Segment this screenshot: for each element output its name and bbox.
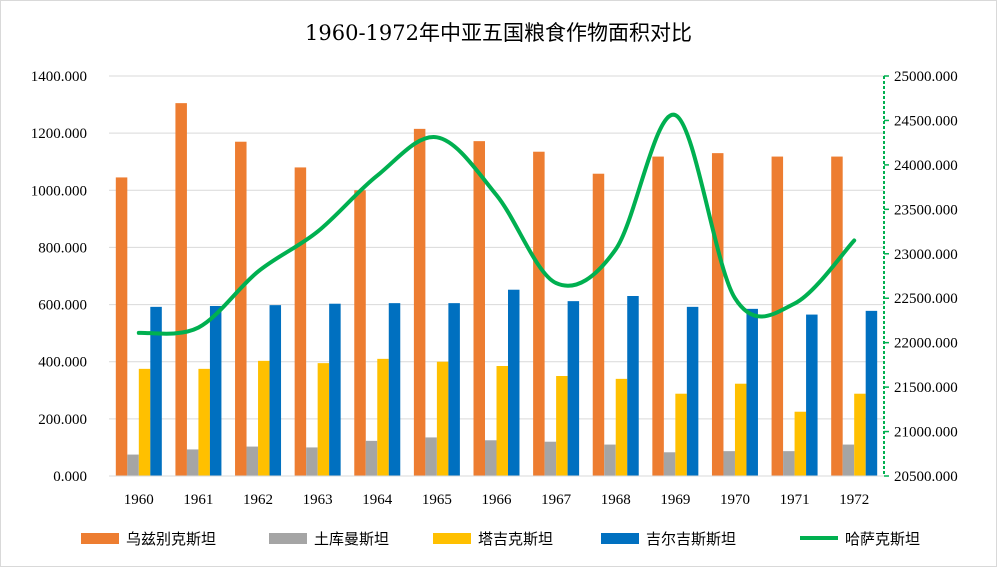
bar [556, 376, 568, 476]
bar [533, 151, 545, 476]
legend-swatch [433, 533, 471, 544]
legend-swatch [601, 533, 639, 544]
bar [235, 141, 247, 476]
bar [711, 153, 724, 476]
left-tick-label: 0.000 [53, 469, 87, 485]
bar [150, 306, 162, 476]
bar [365, 440, 378, 476]
category-label: 1964 [362, 492, 393, 508]
chart-title: 1960-1972年中亚五国粮食作物面积对比 [305, 21, 692, 45]
left-tick-label: 400.000 [38, 355, 87, 371]
bar [865, 310, 878, 476]
bar [329, 303, 341, 476]
right-tick-label: 20500.000 [894, 469, 958, 485]
left-tick-label: 1000.000 [31, 183, 87, 199]
bar [854, 393, 866, 476]
bar [436, 361, 449, 476]
bar [652, 156, 664, 477]
category-label: 1962 [243, 492, 273, 508]
bar [723, 451, 735, 476]
legend-swatch [81, 533, 119, 544]
bar [675, 393, 687, 476]
bar [604, 444, 616, 476]
bar [377, 358, 389, 476]
right-tick-label: 22000.000 [894, 336, 958, 352]
bar [127, 454, 139, 476]
bar [508, 289, 520, 476]
bar [413, 128, 426, 476]
category-label: 1961 [183, 492, 213, 508]
right-tick-label: 21500.000 [894, 380, 958, 396]
bar [806, 314, 818, 476]
bar [209, 306, 222, 476]
bar [138, 368, 151, 476]
bar [592, 173, 605, 476]
legend-label: 土库曼斯坦 [314, 530, 389, 548]
line-series [136, 113, 857, 336]
category-label: 1968 [601, 492, 631, 508]
bar [783, 451, 795, 476]
right-tick-label: 25000.000 [894, 69, 958, 85]
category-label: 1960 [124, 492, 154, 508]
legend-label: 乌兹别克斯坦 [126, 530, 216, 548]
bar [663, 452, 676, 476]
left-tick-label: 1400.000 [31, 69, 87, 85]
left-tick-label: 800.000 [38, 240, 87, 256]
bar [831, 156, 843, 477]
category-label: 1971 [780, 492, 810, 508]
category-label: 1965 [422, 492, 452, 508]
legend-swatch [269, 533, 307, 544]
bar [198, 368, 210, 476]
bar [388, 303, 401, 476]
bar [186, 449, 199, 476]
right-tick-label: 21000.000 [894, 425, 958, 441]
bar [485, 440, 497, 476]
bar [175, 103, 187, 477]
bar [627, 296, 639, 476]
legend-label: 塔吉克斯坦 [478, 530, 553, 548]
bar [842, 444, 855, 476]
legend-label: 吉尔吉斯斯坦 [646, 530, 736, 548]
bar [615, 378, 628, 476]
bar [258, 360, 270, 476]
right-tick-label: 23500.000 [894, 202, 958, 218]
bar [686, 306, 699, 476]
bar [317, 363, 330, 476]
category-label: 1970 [720, 492, 750, 508]
bar [734, 383, 747, 476]
bar [269, 305, 282, 476]
right-tick-label: 22500.000 [894, 291, 958, 307]
bar [473, 141, 485, 476]
legend-label: 哈萨克斯坦 [845, 530, 920, 548]
bar [771, 156, 784, 477]
bar [306, 447, 318, 476]
left-tick-label: 1200.000 [31, 126, 87, 142]
category-label: 1963 [303, 492, 333, 508]
right-tick-label: 24500.000 [894, 113, 958, 129]
bar [115, 177, 128, 476]
left-tick-label: 600.000 [38, 298, 87, 314]
category-label: 1969 [660, 492, 690, 508]
bar [567, 301, 580, 476]
category-label: 1966 [482, 492, 513, 508]
left-tick-label: 200.000 [38, 412, 87, 428]
bar [354, 190, 366, 477]
bar [544, 441, 557, 476]
right-tick-label: 23000.000 [894, 247, 958, 263]
bar [246, 446, 259, 476]
right-tick-label: 24000.000 [894, 158, 958, 174]
category-label: 1967 [541, 492, 572, 508]
bar [496, 366, 508, 476]
bar [294, 167, 307, 476]
bar [794, 411, 807, 476]
category-label: 1972 [839, 492, 869, 508]
bar [746, 308, 758, 476]
bar [425, 437, 437, 476]
bar [448, 303, 460, 476]
